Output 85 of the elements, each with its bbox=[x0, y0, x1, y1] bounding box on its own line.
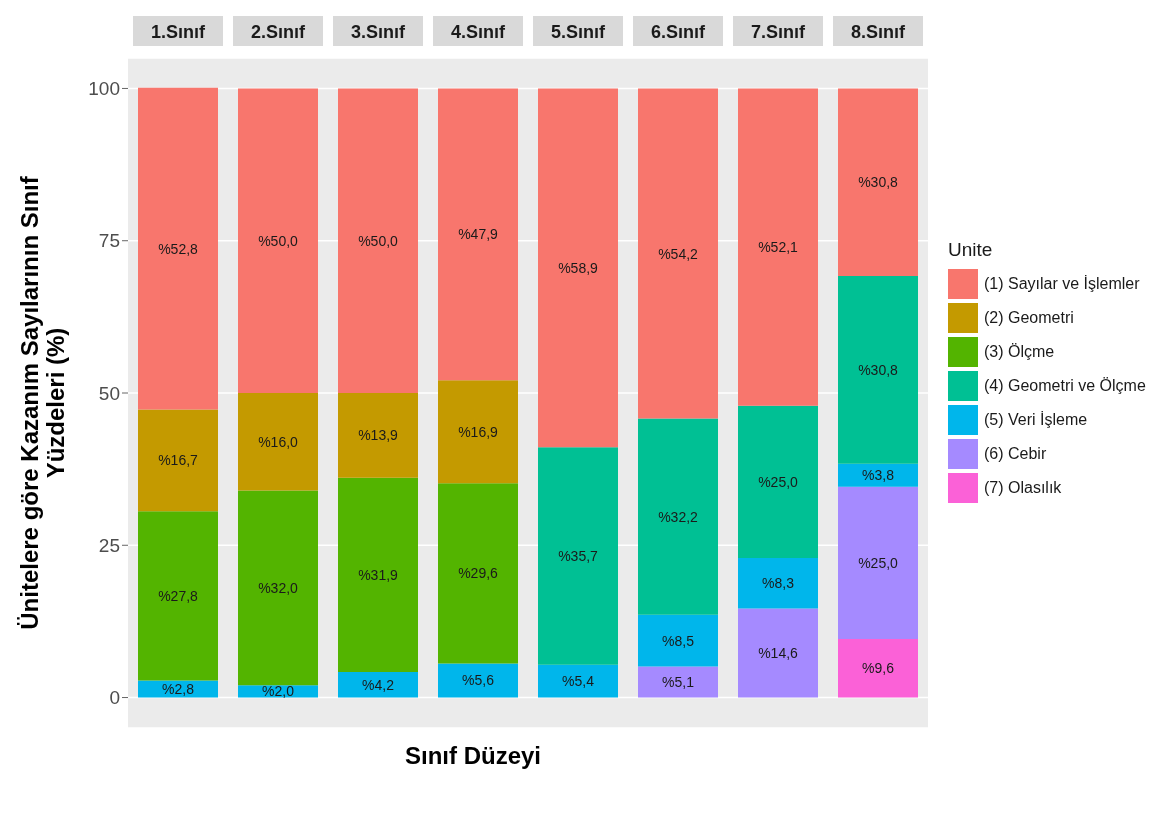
bar bbox=[438, 483, 518, 664]
data-label: %32,2 bbox=[658, 508, 699, 525]
x-tick-label: 5.Sınıf bbox=[550, 22, 607, 42]
legend-label: (5) Veri İşleme bbox=[984, 411, 1088, 429]
bar bbox=[338, 88, 418, 393]
data-label: %29,6 bbox=[458, 565, 499, 582]
data-label: %5,4 bbox=[562, 673, 595, 690]
x-tick-label: 8.Sınıf bbox=[850, 22, 907, 42]
bar bbox=[338, 393, 418, 478]
bar bbox=[738, 608, 818, 698]
bar bbox=[638, 418, 718, 615]
data-label: %16,7 bbox=[158, 452, 199, 469]
x-tick-label: 2.Sınıf bbox=[250, 22, 307, 42]
bar bbox=[438, 663, 518, 698]
bar bbox=[738, 88, 818, 406]
data-label: %52,1 bbox=[758, 239, 799, 256]
bar bbox=[338, 477, 418, 672]
bar bbox=[638, 666, 718, 698]
legend-label: (1) Sayılar ve İşlemler bbox=[984, 275, 1140, 293]
x-tick-label: 6.Sınıf bbox=[650, 22, 707, 42]
bar bbox=[838, 276, 918, 464]
bar bbox=[338, 671, 418, 698]
data-label: %30,8 bbox=[858, 361, 899, 378]
bar bbox=[538, 447, 618, 665]
data-label: %8,5 bbox=[662, 632, 695, 649]
legend-label: (7) Olasılık bbox=[984, 479, 1062, 497]
data-label: %2,8 bbox=[162, 681, 195, 698]
data-label: %52,8 bbox=[158, 240, 199, 257]
y-tick-label: 50 bbox=[98, 382, 120, 404]
data-label: %8,3 bbox=[762, 575, 795, 592]
data-label: %54,2 bbox=[658, 245, 699, 262]
data-label: %3,8 bbox=[862, 467, 895, 484]
data-label: %35,7 bbox=[558, 547, 599, 564]
y-tick-label: 75 bbox=[98, 230, 120, 252]
bar bbox=[138, 511, 218, 681]
x-tick-label: 1.Sınıf bbox=[150, 22, 207, 42]
bar bbox=[638, 88, 718, 419]
data-label: %9,6 bbox=[862, 660, 895, 677]
bar bbox=[738, 405, 818, 559]
bar bbox=[438, 88, 518, 381]
bar bbox=[838, 486, 918, 640]
legend-label: (6) Cebir bbox=[984, 445, 1047, 463]
bar bbox=[638, 614, 718, 667]
data-label: %30,8 bbox=[858, 174, 899, 191]
data-label: %32,0 bbox=[258, 579, 299, 596]
bar bbox=[838, 88, 918, 277]
y-axis-title: Ünitelere göre Kazanım Sayılarının Sınıf Yüzdeleri (%) bbox=[16, 175, 69, 632]
bar bbox=[138, 680, 218, 698]
data-label: %50,0 bbox=[358, 232, 399, 249]
data-label: %5,1 bbox=[662, 674, 695, 691]
data-label: %13,9 bbox=[358, 427, 399, 444]
legend-label: (2) Geometri bbox=[984, 309, 1074, 327]
y-tick-label: 100 bbox=[88, 78, 120, 100]
bar bbox=[538, 664, 618, 698]
bar bbox=[238, 88, 318, 393]
data-label: %4,2 bbox=[362, 676, 395, 693]
y-tick-label: 25 bbox=[98, 535, 120, 557]
y-tick-label: 0 bbox=[109, 687, 120, 709]
data-label: %16,0 bbox=[258, 433, 299, 450]
bar bbox=[238, 393, 318, 491]
bar bbox=[138, 87, 218, 410]
legend-label: (3) Ölçme bbox=[984, 343, 1055, 361]
legend-title: Unite bbox=[948, 239, 994, 261]
bar bbox=[138, 409, 218, 512]
x-tick-label: 3.Sınıf bbox=[350, 22, 407, 42]
data-label: %16,9 bbox=[458, 423, 499, 440]
data-label: %14,6 bbox=[758, 645, 799, 662]
data-label: %50,0 bbox=[258, 232, 299, 249]
bar bbox=[838, 639, 918, 698]
data-label: %47,9 bbox=[458, 226, 499, 243]
data-label: %25,0 bbox=[758, 473, 799, 490]
bar bbox=[238, 490, 318, 686]
x-tick-label: 4.Sınıf bbox=[450, 22, 507, 42]
x-tick-label: 7.Sınıf bbox=[750, 22, 807, 42]
bar bbox=[738, 558, 818, 609]
bar bbox=[538, 88, 618, 448]
x-axis-title: Sınıf Düzeyi bbox=[404, 742, 542, 770]
data-label: %27,8 bbox=[158, 587, 199, 604]
bar bbox=[438, 380, 518, 484]
data-label: %25,0 bbox=[858, 554, 899, 571]
data-label: %31,9 bbox=[358, 566, 399, 583]
data-label: %58,9 bbox=[558, 259, 599, 276]
data-label: %5,6 bbox=[462, 672, 495, 689]
data-label: %2,0 bbox=[262, 683, 295, 700]
legend-label: (4) Geometri ve Ölçme bbox=[984, 377, 1146, 395]
